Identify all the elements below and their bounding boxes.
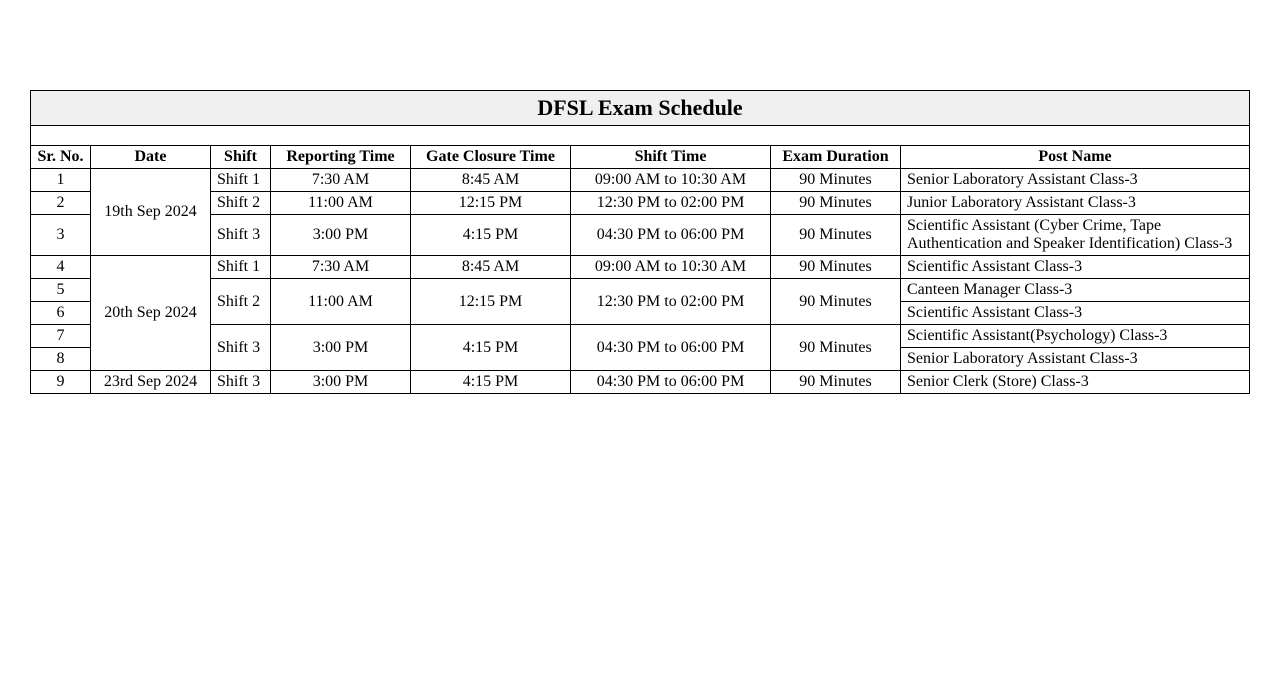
col-header-shift: Shift xyxy=(211,146,271,169)
cell-post: Canteen Manager Class-3 xyxy=(901,279,1250,302)
cell-sr: 5 xyxy=(31,279,91,302)
cell-date: 19th Sep 2024 xyxy=(91,169,211,256)
cell-sr: 6 xyxy=(31,302,91,325)
cell-report: 11:00 AM xyxy=(271,192,411,215)
table-row: 1 19th Sep 2024 Shift 1 7:30 AM 8:45 AM … xyxy=(31,169,1250,192)
cell-sr: 8 xyxy=(31,348,91,371)
cell-post: Senior Clerk (Store) Class-3 xyxy=(901,371,1250,394)
table-row: 3 Shift 3 3:00 PM 4:15 PM 04:30 PM to 06… xyxy=(31,215,1250,256)
table-row: 5 Shift 2 11:00 AM 12:15 PM 12:30 PM to … xyxy=(31,279,1250,302)
cell-report: 3:00 PM xyxy=(271,215,411,256)
cell-sr: 7 xyxy=(31,325,91,348)
cell-duration: 90 Minutes xyxy=(771,169,901,192)
cell-gate: 8:45 AM xyxy=(411,169,571,192)
cell-post: Scientific Assistant Class-3 xyxy=(901,256,1250,279)
cell-report: 7:30 AM xyxy=(271,169,411,192)
cell-report: 3:00 PM xyxy=(271,325,411,371)
cell-gate: 4:15 PM xyxy=(411,371,571,394)
table-row: 9 23rd Sep 2024 Shift 3 3:00 PM 4:15 PM … xyxy=(31,371,1250,394)
cell-report: 3:00 PM xyxy=(271,371,411,394)
cell-gate: 8:45 AM xyxy=(411,256,571,279)
cell-report: 7:30 AM xyxy=(271,256,411,279)
cell-shift-time: 12:30 PM to 02:00 PM xyxy=(571,279,771,325)
cell-post: Senior Laboratory Assistant Class-3 xyxy=(901,169,1250,192)
col-header-duration: Exam Duration xyxy=(771,146,901,169)
col-header-post: Post Name xyxy=(901,146,1250,169)
cell-shift: Shift 2 xyxy=(211,279,271,325)
cell-shift: Shift 1 xyxy=(211,169,271,192)
cell-duration: 90 Minutes xyxy=(771,215,901,256)
col-header-shift-time: Shift Time xyxy=(571,146,771,169)
col-header-gate: Gate Closure Time xyxy=(411,146,571,169)
cell-shift-time: 09:00 AM to 10:30 AM xyxy=(571,256,771,279)
spacer xyxy=(31,126,1250,146)
cell-post: Scientific Assistant (Cyber Crime, Tape … xyxy=(901,215,1250,256)
col-header-date: Date xyxy=(91,146,211,169)
cell-shift: Shift 3 xyxy=(211,325,271,371)
cell-shift-time: 09:00 AM to 10:30 AM xyxy=(571,169,771,192)
cell-sr: 9 xyxy=(31,371,91,394)
spacer-row xyxy=(31,126,1250,146)
cell-shift-time: 12:30 PM to 02:00 PM xyxy=(571,192,771,215)
cell-sr: 3 xyxy=(31,215,91,256)
cell-date: 20th Sep 2024 xyxy=(91,256,211,371)
table-row: 4 20th Sep 2024 Shift 1 7:30 AM 8:45 AM … xyxy=(31,256,1250,279)
cell-post: Scientific Assistant(Psychology) Class-3 xyxy=(901,325,1250,348)
header-row: Sr. No. Date Shift Reporting Time Gate C… xyxy=(31,146,1250,169)
cell-shift-time: 04:30 PM to 06:00 PM xyxy=(571,215,771,256)
cell-gate: 4:15 PM xyxy=(411,325,571,371)
cell-duration: 90 Minutes xyxy=(771,325,901,371)
cell-shift-time: 04:30 PM to 06:00 PM xyxy=(571,371,771,394)
cell-shift: Shift 1 xyxy=(211,256,271,279)
cell-date: 23rd Sep 2024 xyxy=(91,371,211,394)
cell-report: 11:00 AM xyxy=(271,279,411,325)
cell-duration: 90 Minutes xyxy=(771,371,901,394)
cell-shift-time: 04:30 PM to 06:00 PM xyxy=(571,325,771,371)
cell-duration: 90 Minutes xyxy=(771,279,901,325)
cell-gate: 4:15 PM xyxy=(411,215,571,256)
cell-sr: 2 xyxy=(31,192,91,215)
cell-shift: Shift 3 xyxy=(211,215,271,256)
col-header-report: Reporting Time xyxy=(271,146,411,169)
cell-shift: Shift 2 xyxy=(211,192,271,215)
cell-gate: 12:15 PM xyxy=(411,192,571,215)
cell-duration: 90 Minutes xyxy=(771,256,901,279)
cell-shift: Shift 3 xyxy=(211,371,271,394)
cell-sr: 1 xyxy=(31,169,91,192)
cell-sr: 4 xyxy=(31,256,91,279)
cell-gate: 12:15 PM xyxy=(411,279,571,325)
cell-post: Junior Laboratory Assistant Class-3 xyxy=(901,192,1250,215)
table-title: DFSL Exam Schedule xyxy=(31,91,1250,126)
table-row: 2 Shift 2 11:00 AM 12:15 PM 12:30 PM to … xyxy=(31,192,1250,215)
cell-post: Senior Laboratory Assistant Class-3 xyxy=(901,348,1250,371)
title-row: DFSL Exam Schedule xyxy=(31,91,1250,126)
cell-duration: 90 Minutes xyxy=(771,192,901,215)
table-row: 7 Shift 3 3:00 PM 4:15 PM 04:30 PM to 06… xyxy=(31,325,1250,348)
exam-schedule-table: DFSL Exam Schedule Sr. No. Date Shift Re… xyxy=(30,90,1250,394)
col-header-sr: Sr. No. xyxy=(31,146,91,169)
cell-post: Scientific Assistant Class-3 xyxy=(901,302,1250,325)
